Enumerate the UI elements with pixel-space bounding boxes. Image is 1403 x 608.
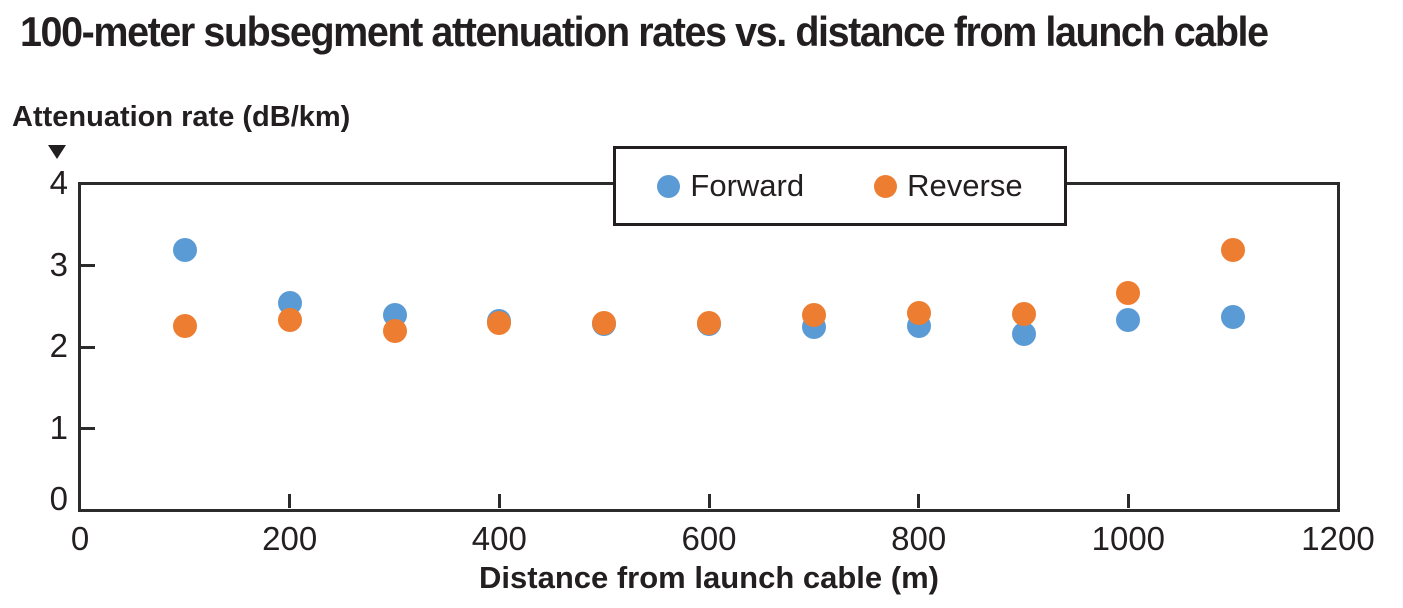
x-tick-label: 1000 [1091,520,1166,557]
legend: Forward Reverse [613,146,1067,226]
y-tick-mark [81,427,95,430]
legend-label-reverse: Reverse [907,168,1023,203]
x-tick-label: 0 [70,520,90,557]
y-axis-pointer-icon [48,145,66,159]
y-tick-mark [81,345,95,349]
plot-area [78,182,1340,512]
legend-item-forward: Forward [657,168,804,204]
x-tick-mark [497,494,501,508]
x-tick-label: 600 [681,520,737,557]
x-tick-label: 800 [891,520,947,557]
x-tick-mark [917,494,921,508]
data-point-forward [1221,304,1246,329]
reverse-marker-icon [874,174,898,198]
data-point-reverse [382,318,407,343]
x-axis-title: Distance from launch cable (m) [479,560,939,595]
x-tick-mark [1126,494,1130,508]
data-point-reverse [697,310,721,335]
data-point-forward [172,238,197,262]
y-tick-label: 3 [49,245,68,283]
y-tick-label: 4 [49,164,68,202]
y-tick-label: 0 [49,480,68,518]
x-tick-mark [288,494,292,508]
data-point-reverse [487,311,512,336]
data-point-reverse [592,310,617,335]
y-tick-label: 2 [49,327,68,365]
data-point-reverse [1221,238,1246,262]
y-axis-title: Attenuation rate (dB/km) [12,101,351,133]
x-tick-label: 1200 [1301,520,1375,557]
legend-item-reverse: Reverse [874,168,1023,204]
data-point-reverse [1116,281,1141,306]
data-point-reverse [1011,302,1036,327]
x-tick-label: 200 [262,520,318,557]
y-tick-label: 1 [49,408,68,446]
forward-marker-icon [657,174,681,198]
x-tick-label: 400 [471,520,527,557]
y-tick-mark [81,264,95,267]
data-point-reverse [906,300,931,325]
chart-title: 100-meter subsegment attenuation rates v… [20,8,1269,55]
data-point-reverse [277,308,302,333]
x-tick-mark [707,494,711,508]
data-point-reverse [172,313,197,338]
data-point-reverse [801,303,826,328]
data-point-forward [1116,308,1141,333]
legend-label-forward: Forward [690,168,805,203]
